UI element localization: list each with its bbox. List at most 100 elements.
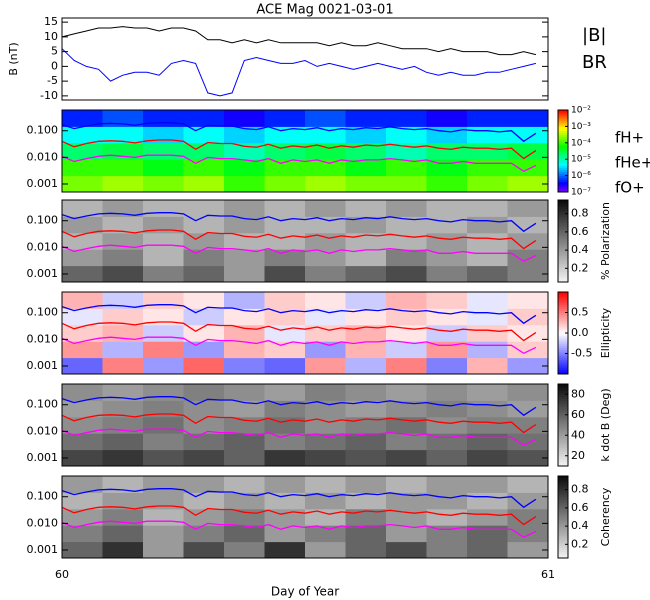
spectrogram-cell [183,126,225,144]
spectrogram-cell [224,142,265,160]
spectrogram-cell [305,324,346,342]
colorbar-swatch [558,555,568,559]
spectrogram-cell [224,232,265,250]
spectrogram-cell [345,384,387,401]
y-axis-label: B (nT) [7,42,20,75]
spectrogram-cell [426,541,468,559]
colorbar-swatch [558,175,568,179]
spectrogram-cell [264,159,306,177]
colorbar-swatch [558,343,568,346]
spectrogram-cell [62,142,103,160]
colorbar-swatch [558,476,568,479]
spectrogram-cell [426,324,468,342]
colorbar-swatch [558,267,568,271]
colorbar-swatch [558,263,568,267]
colorbar-swatch [558,527,568,530]
spectrogram-cell [305,357,346,375]
spectrogram-cell [386,175,427,193]
spectrogram-cell [143,308,184,326]
spectrogram-cell [224,110,265,127]
spectrogram-cell [62,308,103,326]
colorbar-swatch [558,210,568,213]
spectrogram-cell [467,449,508,467]
spectrogram-cell [224,384,265,401]
spectrogram-cell [467,341,508,359]
colorbar-swatch [558,384,568,387]
spectrogram-cell [386,384,427,401]
colorbar-swatch [558,157,568,160]
y-tick-label: 0.001 [27,359,59,372]
colorbar-swatch [558,273,568,277]
spectrogram-cell [62,508,103,526]
colorbar-tick-label: 10⁻⁶ [571,171,591,181]
spectrogram-cell [143,249,184,267]
frequency-line [61,304,537,325]
spectrogram-cell [426,492,468,510]
frequency-line [61,154,537,173]
colorbar-frame [557,475,569,559]
colorbar-tick-label: 80 [571,387,585,400]
colorbar-swatch [558,257,568,260]
spectrogram-cell [467,508,508,526]
spectrogram-cell [224,200,265,217]
colorbar-swatch [558,153,568,156]
colorbar-swatch [558,367,568,371]
spectrogram-cell [467,476,508,493]
colorbar-swatch [558,243,568,246]
colorbar-swatch [558,519,568,522]
colorbar-swatch [558,292,568,295]
colorbar-swatch [558,167,568,170]
colorbar-swatch [558,253,568,256]
colorbar-swatch [558,337,568,340]
colorbar-swatch [558,114,568,117]
spectrogram-cell [467,384,508,401]
spectrogram-cell [345,525,387,543]
y-tick-label: 0.100 [27,306,59,319]
spectrogram-cell [467,200,508,217]
spectrogram-cell [386,126,427,144]
y-tick-label: 0.100 [27,398,59,411]
spectrogram-cell [62,200,103,217]
spectrogram-cell [264,175,306,193]
colorbar-swatch [558,404,568,408]
spectrogram-cell [62,341,103,359]
colorbar-tick-label: 0.6 [571,225,589,238]
spectrogram-cell [386,416,427,434]
colorbar-swatch [558,341,568,344]
colorbar-swatch [558,396,568,399]
spectrogram-cell [467,324,508,342]
colorbar-swatch [558,222,568,226]
spectrogram-cell [386,341,427,359]
spectrogram-cell [386,265,427,283]
colorbar-swatch [558,412,568,416]
spectrogram-cell [264,492,306,510]
colorbar-swatch [558,318,568,322]
colorbar-swatch [558,236,568,240]
colorbar-swatch [558,478,568,481]
colorbar-swatch [558,224,568,228]
colorbar-swatch [558,308,568,311]
colorbar-swatch [558,455,568,459]
colorbar-swatch [558,510,568,514]
legend-label: fO+ [615,179,645,197]
colorbar-swatch [558,163,568,166]
spectrogram-cell [305,525,346,543]
colorbar-swatch [558,461,568,465]
colorbar-swatch [558,543,568,547]
colorbar-swatch [558,322,568,326]
colorbar-swatch [558,422,568,426]
spectrogram-cell [345,216,387,234]
spectrogram-cell [345,292,387,309]
colorbar-swatch [558,449,568,453]
spectrogram-cell [426,200,468,217]
colorbar-swatch [558,204,568,207]
spectrogram-cell [386,433,427,451]
spectrogram-cell [386,476,427,493]
spectrogram-cell [62,265,103,283]
spectrogram-cell [224,308,265,326]
colorbar-swatch [558,406,568,410]
colorbar-swatch [558,345,568,348]
frequency-line [61,413,537,434]
colorbar-swatch [558,132,568,136]
